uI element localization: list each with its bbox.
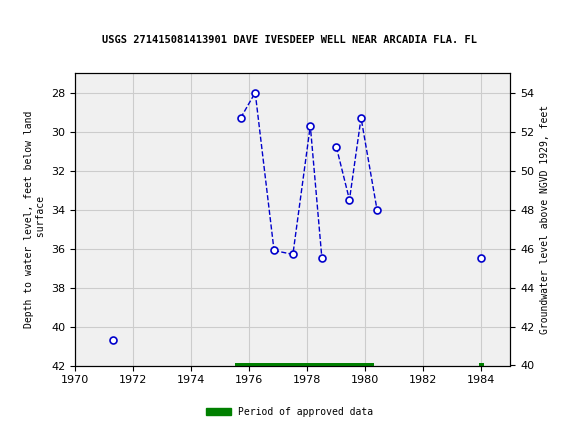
Legend: Period of approved data: Period of approved data [202, 403, 378, 421]
Y-axis label: Groundwater level above NGVD 1929, feet: Groundwater level above NGVD 1929, feet [540, 105, 550, 334]
Y-axis label: Depth to water level, feet below land
 surface: Depth to water level, feet below land su… [24, 111, 46, 328]
Text: USGS 271415081413901 DAVE IVESDEEP WELL NEAR ARCADIA FLA. FL: USGS 271415081413901 DAVE IVESDEEP WELL … [103, 35, 477, 45]
Text: ✓USGS: ✓USGS [12, 16, 70, 35]
